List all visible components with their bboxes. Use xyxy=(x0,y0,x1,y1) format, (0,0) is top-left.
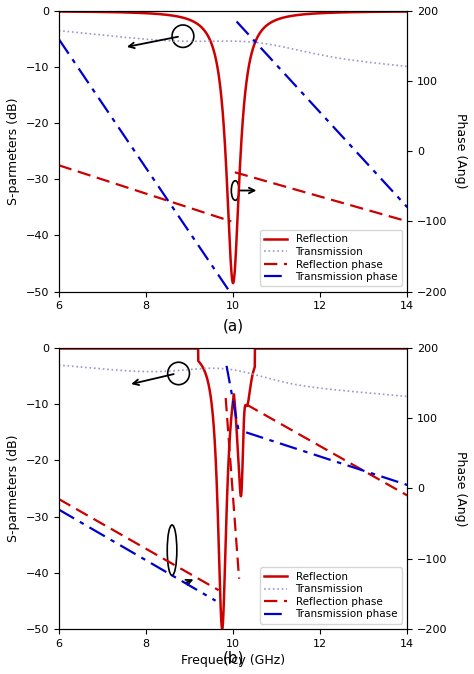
Legend: Reflection, Transmission, Reflection phase, Transmission phase: Reflection, Transmission, Reflection pha… xyxy=(260,568,402,623)
Text: (b): (b) xyxy=(222,650,244,665)
Y-axis label: Phase (Ang): Phase (Ang) xyxy=(454,113,467,189)
X-axis label: Frequency (GHz): Frequency (GHz) xyxy=(181,654,285,667)
Text: (a): (a) xyxy=(222,319,244,334)
Y-axis label: Phase (Ang): Phase (Ang) xyxy=(454,451,467,526)
Y-axis label: S-parmeters (dB): S-parmeters (dB) xyxy=(7,98,20,205)
Y-axis label: S-parmeters (dB): S-parmeters (dB) xyxy=(7,435,20,543)
Legend: Reflection, Transmission, Reflection phase, Transmission phase: Reflection, Transmission, Reflection pha… xyxy=(260,230,402,286)
